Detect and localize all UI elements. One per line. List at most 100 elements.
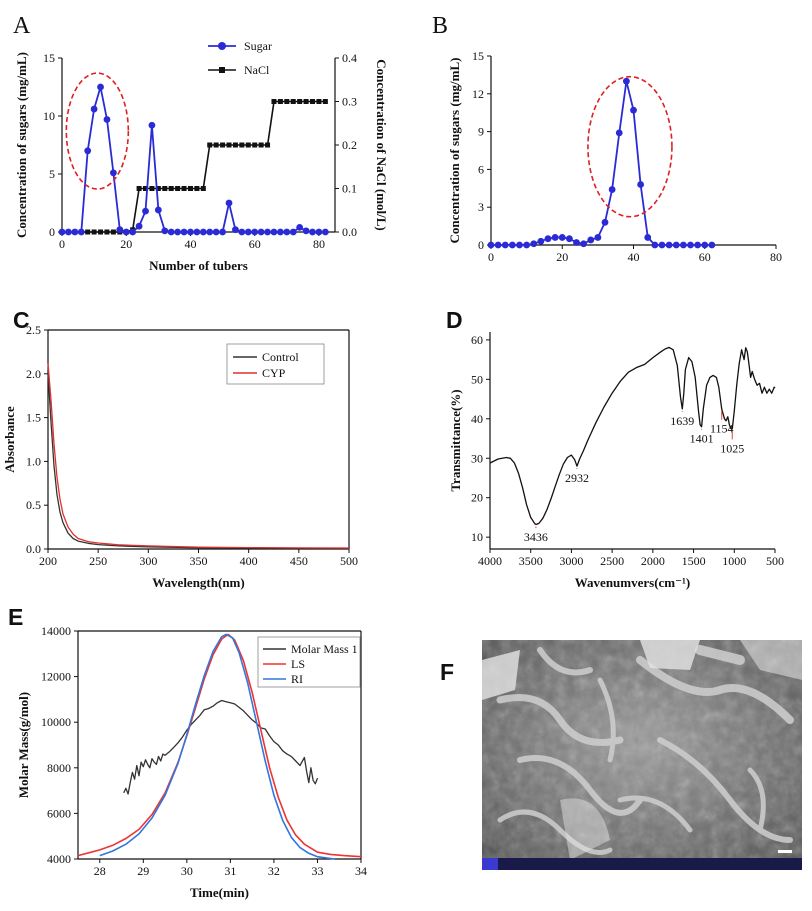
sugar-point — [501, 241, 509, 249]
sugar-point — [573, 239, 580, 246]
sugar-point — [289, 228, 297, 236]
highlight-ellipse — [587, 75, 673, 218]
chart-b: 0 20 40 60 80 0 3 6 9 12 15 Concentration of sugars… — [447, 49, 782, 264]
sugar-point — [77, 228, 85, 236]
nacl-point — [110, 229, 116, 235]
sugar-point — [679, 241, 687, 249]
y-tick-label: 1.0 — [26, 454, 41, 468]
sugar-point — [251, 228, 259, 236]
sugar-point — [148, 121, 156, 129]
sugar-point — [129, 228, 137, 236]
legend-label-1: CYP — [262, 366, 286, 380]
panel-letter-e: E — [8, 604, 23, 630]
nacl-point — [91, 229, 97, 235]
y-tick-label: 9 — [478, 125, 484, 139]
y-tick-label: 15 — [472, 49, 484, 63]
sugar-point — [315, 228, 323, 236]
x-axis-label: Time(min) — [190, 885, 249, 900]
sugar-point — [494, 241, 502, 249]
x-tick-label: 29 — [137, 864, 149, 878]
x-tick-label: 30 — [181, 864, 193, 878]
sugar-point — [523, 241, 531, 249]
panel-letter-d: D — [446, 307, 463, 333]
x-tick-label: 40 — [628, 250, 640, 264]
sugar-point — [587, 236, 595, 244]
y-tick-label: 0.5 — [26, 498, 41, 512]
sugar-point — [580, 240, 588, 248]
x-tick-label: 40 — [184, 237, 196, 251]
nacl-point — [149, 186, 155, 191]
x-tick-label: 400 — [240, 554, 258, 568]
sugar-point — [116, 226, 124, 234]
x-tick-label: 3500 — [519, 554, 543, 568]
nacl-point — [213, 142, 219, 148]
x-tick-label: 500 — [340, 554, 358, 568]
sugar-point — [296, 223, 304, 231]
y-tick-label: 2.5 — [26, 323, 41, 337]
y2-tick-label: 0.0 — [342, 225, 357, 239]
nacl-point — [187, 186, 193, 191]
sugar-point — [558, 234, 566, 241]
panel-letter-a: A — [13, 13, 31, 39]
nacl-point — [310, 99, 316, 104]
sugar-point — [651, 241, 659, 249]
sugar-point — [309, 228, 316, 236]
nacl-point — [175, 186, 181, 191]
nacl-point — [303, 99, 309, 104]
sugar-point — [608, 186, 616, 193]
y-tick-label: 60 — [471, 333, 483, 347]
nacl-series-line — [62, 100, 326, 233]
legend-sugar-label: Sugar — [244, 39, 272, 53]
nacl-point — [207, 142, 213, 148]
sugar-point — [174, 228, 182, 236]
peak-label: 3436 — [524, 530, 548, 544]
peak-label: 1025 — [720, 441, 744, 455]
y-tick-label: 50 — [471, 372, 483, 386]
sugar-point — [264, 228, 271, 236]
x-tick-label: 1500 — [682, 554, 706, 568]
y-tick-label: 0.0 — [26, 542, 41, 556]
y-tick-label: 12 — [472, 87, 484, 101]
x-tick-label: 500 — [766, 554, 784, 568]
sugar-point — [199, 228, 207, 236]
sugar-point — [84, 147, 92, 155]
y-tick-label: 0 — [49, 225, 55, 239]
y2-axis-label: Concentration of NaCl (mol/L) — [374, 59, 389, 231]
x-tick-label: 0 — [488, 250, 494, 264]
y-tick-label: 0 — [478, 238, 484, 252]
peak-label: 1639 — [670, 414, 694, 428]
x-tick-label: 4000 — [478, 554, 502, 568]
sugar-point — [487, 241, 495, 249]
sugar-point — [206, 228, 214, 236]
y-tick-label: 8000 — [47, 761, 71, 775]
y-tick-label: 10 — [43, 109, 55, 123]
nacl-point — [284, 99, 290, 104]
x-tick-label: 250 — [89, 554, 107, 568]
nacl-point — [297, 99, 303, 104]
x-tick-label: 80 — [313, 237, 325, 251]
x-tick-label: 2000 — [641, 554, 665, 568]
y2-tick-label: 0.3 — [342, 95, 357, 109]
x-tick-label: 60 — [249, 237, 261, 251]
x-tick-label: 350 — [190, 554, 208, 568]
sugar-point — [601, 218, 609, 226]
y-tick-label: 6000 — [47, 806, 71, 820]
sugar-point — [283, 228, 291, 236]
x-axis-label: Number of tubers — [149, 258, 248, 273]
highlight-ellipse — [65, 72, 130, 190]
sugar-point — [630, 106, 637, 114]
chart-e: 28 29 30 31 32 33 34 4000 6000 8000 10000 12000 1400… — [16, 624, 367, 900]
panel-letter-f: F — [440, 659, 454, 685]
nacl-point — [290, 99, 296, 104]
y-axis-label: Concentration of sugars (mg/mL) — [14, 52, 29, 238]
series-line-1 — [77, 633, 362, 858]
legend-label-0: Control — [262, 350, 299, 364]
series-line-2 — [99, 633, 336, 860]
sugar-point — [537, 237, 545, 245]
chart-c: 200 250 300 350 400 450 500 0.0 0.5 1.0 1.5 2.0 2.5 W… — [2, 323, 358, 590]
x-tick-label: 60 — [699, 250, 711, 264]
sugar-point — [225, 199, 233, 207]
sugar-point — [530, 240, 538, 248]
y-tick-label: 40 — [471, 412, 483, 426]
sugar-point — [122, 228, 130, 236]
